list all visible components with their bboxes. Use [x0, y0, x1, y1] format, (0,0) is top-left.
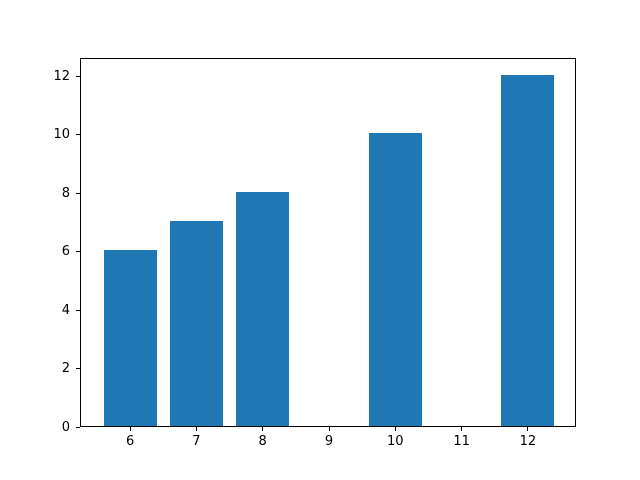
x-tick-label: 10: [387, 434, 404, 449]
y-tick-label: 0: [61, 420, 70, 435]
y-tick-label: 8: [61, 185, 70, 201]
y-tick-label: 6: [61, 244, 70, 260]
x-tick-label: 11: [453, 434, 470, 449]
bar: [501, 74, 555, 426]
y-tick-label: 2: [61, 361, 70, 377]
x-tick-mark: [461, 427, 463, 431]
x-tick-mark: [129, 427, 131, 431]
y-tick-mark: [76, 75, 80, 77]
y-tick-mark: [76, 427, 80, 428]
x-tick-label: 6: [125, 434, 135, 449]
x-tick-label: 9: [324, 434, 334, 449]
x-tick-label: 7: [192, 434, 201, 449]
bar: [236, 191, 290, 426]
x-tick-mark: [394, 427, 396, 431]
bar: [368, 133, 422, 426]
y-tick-mark: [76, 309, 80, 311]
x-tick-mark: [527, 427, 529, 431]
y-tick-label: 10: [53, 127, 70, 143]
y-tick-mark: [76, 251, 80, 253]
bar: [103, 250, 157, 426]
x-tick-mark: [195, 427, 197, 431]
x-tick-mark: [328, 427, 330, 431]
x-tick-label: 8: [258, 434, 267, 449]
y-tick-mark: [76, 192, 80, 194]
y-tick-mark: [76, 134, 80, 136]
x-tick-mark: [262, 427, 264, 431]
y-tick-mark: [76, 368, 80, 370]
y-tick-label: 12: [53, 68, 70, 84]
plot-area: 0 2 4 6 8 10 12 6 7 8 9 10 11 12: [53, 58, 576, 448]
x-tick-label: 12: [519, 434, 537, 449]
y-tick-label: 4: [61, 302, 70, 318]
bar: [169, 221, 223, 426]
